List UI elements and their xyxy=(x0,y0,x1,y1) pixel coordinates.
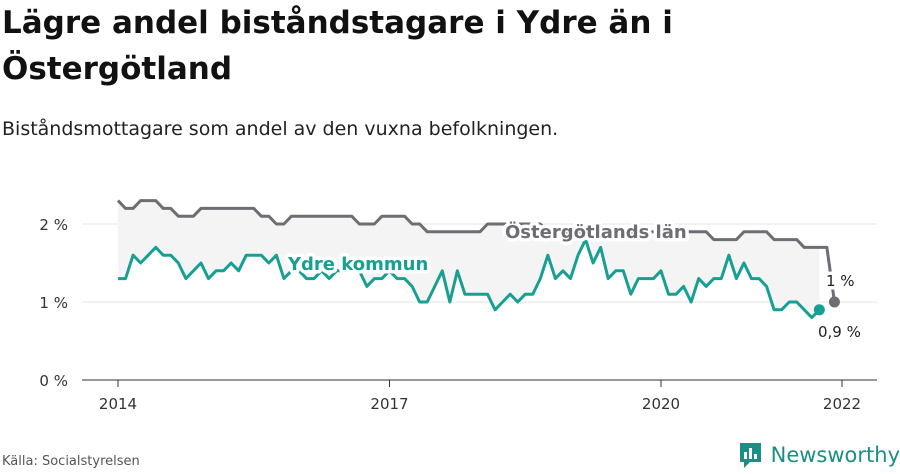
series-label-ydre-halo: Ydre kommun xyxy=(287,254,428,275)
end-label-ydre-text: 0,9 % xyxy=(818,323,861,341)
y-tick-label: 1 % xyxy=(39,294,68,312)
end-label-ostergotland-halo: 1 % xyxy=(826,272,855,290)
brand-name: Newsworthy xyxy=(770,443,900,467)
newsworthy-icon xyxy=(739,443,761,468)
series-line-ydre xyxy=(118,238,821,320)
brand-logo[interactable]: Newsworthy xyxy=(738,441,900,469)
series-lines xyxy=(116,199,840,320)
series-label-ostergotland-text: Östergötlands län xyxy=(505,221,687,243)
end-point-ydre xyxy=(813,304,825,316)
chart-subtitle: Biståndsmottagare som andel av den vuxna… xyxy=(2,118,559,140)
end-point-ostergotland xyxy=(828,296,840,308)
end-label-ostergotland-text: 1 % xyxy=(826,272,855,290)
x-axis: 2014 2017 2020 2022 xyxy=(82,379,877,413)
series-label-ostergotland-halo: Östergötlands län xyxy=(505,221,687,243)
series-label-ydre-text: Ydre kommun xyxy=(287,254,428,275)
source-note: Källa: Socialstyrelsen xyxy=(2,454,140,469)
chart-title: Lägre andel biståndstagare i Ydre än i Ö… xyxy=(2,5,673,87)
x-tick-label: 2017 xyxy=(370,395,408,413)
y-tick-label: 2 % xyxy=(39,216,68,234)
series-line-ostergotland xyxy=(116,199,836,303)
range-band xyxy=(118,200,820,318)
difference-band xyxy=(118,200,820,318)
x-tick-label: 2020 xyxy=(642,395,680,413)
end-label-ydre: 0,9 %0,9 % xyxy=(815,320,865,345)
y-tick-label: 0 % xyxy=(39,372,68,390)
end-label-ostergotland: 1 %1 % xyxy=(823,269,859,294)
x-tick-label: 2014 xyxy=(99,395,137,413)
end-label-ydre-halo: 0,9 % xyxy=(818,323,861,341)
x-tick-label: 2022 xyxy=(823,395,861,413)
